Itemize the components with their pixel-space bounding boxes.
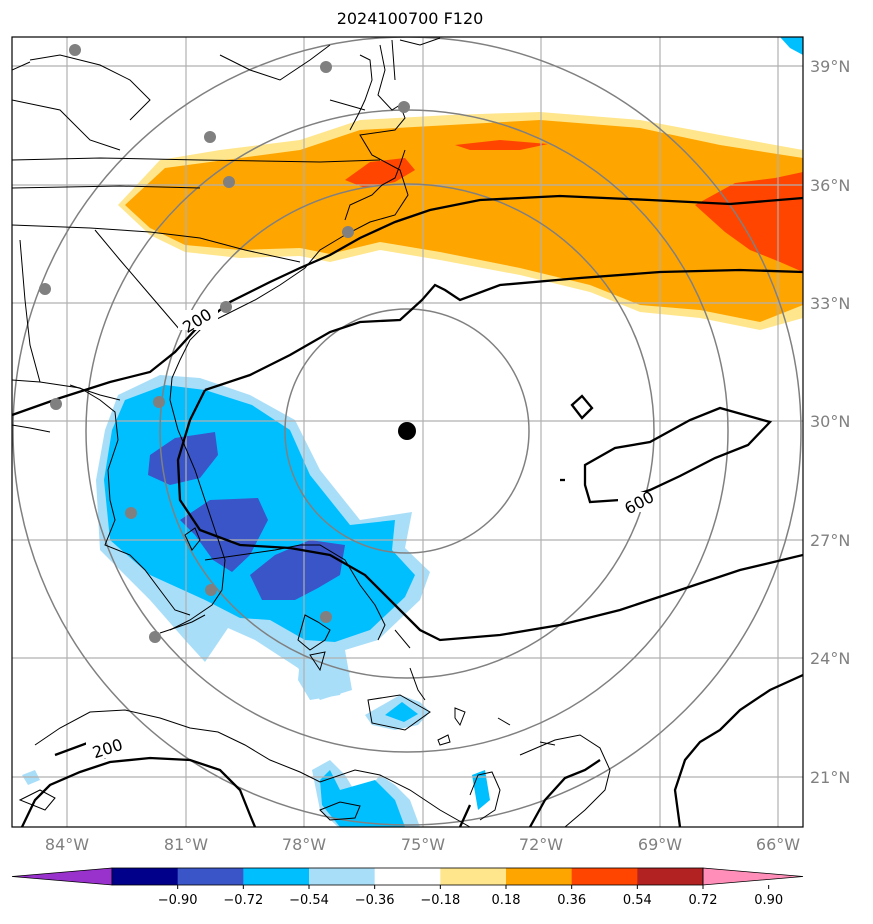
anomaly-red-orange-2 bbox=[455, 140, 548, 150]
colorbar-segment bbox=[309, 868, 376, 885]
colorbar-tick-label: 0.36 bbox=[557, 893, 586, 908]
colorbar-tick-label: 0.72 bbox=[689, 893, 718, 908]
colorbar: −0.90 −0.72 −0.54 −0.36 −0.18 0.18 0.36 0.54 0.7… bbox=[11, 867, 804, 908]
station-dot bbox=[149, 631, 161, 643]
colorbar-tick-label: −0.18 bbox=[420, 893, 460, 908]
colorbar-tick-label: 0.54 bbox=[623, 893, 652, 908]
lat-label: 21°N bbox=[810, 768, 850, 787]
lon-label: 78°W bbox=[282, 835, 326, 854]
station-dot bbox=[223, 176, 235, 188]
station-dot bbox=[398, 101, 410, 113]
anomaly-bahamas-core bbox=[385, 702, 418, 722]
colorbar-tick-labels: −0.90 −0.72 −0.54 −0.36 −0.18 0.18 0.36 0.54 0.7… bbox=[158, 885, 783, 908]
station-dot bbox=[205, 584, 217, 596]
anomaly-deep-blue-2 bbox=[180, 498, 268, 572]
colorbar-segment bbox=[440, 868, 507, 885]
anomaly-corner-patch bbox=[780, 37, 803, 55]
lon-label: 81°W bbox=[164, 835, 208, 854]
lon-label: 75°W bbox=[401, 835, 445, 854]
lat-label: 36°N bbox=[810, 176, 850, 195]
longitude-labels: 84°W 81°W 78°W 75°W 72°W 69°W 66°W bbox=[45, 835, 800, 854]
anomaly-red-orange-1 bbox=[345, 158, 415, 188]
station-dot bbox=[320, 61, 332, 73]
colorbar-segment bbox=[571, 868, 638, 885]
station-dot bbox=[342, 226, 354, 238]
station-dot bbox=[39, 283, 51, 295]
anomaly-deep-blue-3 bbox=[250, 540, 345, 600]
station-markers bbox=[39, 44, 410, 643]
anomaly-florida-key-patch bbox=[298, 655, 350, 700]
map-area: 200 600 200 bbox=[12, 37, 803, 827]
station-dot bbox=[320, 611, 332, 623]
colorbar-segment bbox=[112, 868, 179, 885]
colorbar-tick-label: −0.36 bbox=[355, 893, 395, 908]
lat-label: 24°N bbox=[810, 649, 850, 668]
colorbar-segment bbox=[637, 868, 704, 885]
lat-label: 33°N bbox=[810, 294, 850, 313]
station-dot bbox=[125, 507, 137, 519]
colorbar-segment bbox=[506, 868, 573, 885]
colorbar-tick-label: 0.18 bbox=[492, 893, 521, 908]
colorbar-tick-label: −0.54 bbox=[289, 893, 329, 908]
latitude-labels: 39°N 36°N 33°N 30°N 27°N 24°N 21°N bbox=[810, 57, 850, 787]
colorbar-segment bbox=[177, 868, 244, 885]
station-dot bbox=[69, 44, 81, 56]
lat-label: 30°N bbox=[810, 412, 850, 431]
anomaly-orange bbox=[125, 120, 803, 322]
anomaly-red-orange-3 bbox=[695, 172, 803, 272]
anomaly-cuba-core bbox=[320, 770, 405, 827]
station-dot bbox=[220, 301, 232, 313]
lon-label: 66°W bbox=[756, 835, 800, 854]
colorbar-segments bbox=[11, 867, 804, 886]
storm-center-marker bbox=[398, 422, 416, 440]
station-dot bbox=[50, 398, 62, 410]
lon-label: 69°W bbox=[638, 835, 682, 854]
lon-label: 72°W bbox=[519, 835, 563, 854]
station-dot bbox=[153, 396, 165, 408]
lat-label: 27°N bbox=[810, 531, 850, 550]
colorbar-tick-label: 0.90 bbox=[754, 893, 783, 908]
anomaly-deep-blue-1 bbox=[148, 432, 218, 485]
lon-label: 84°W bbox=[45, 835, 89, 854]
lat-label: 39°N bbox=[810, 57, 850, 76]
station-dot bbox=[204, 131, 216, 143]
colorbar-extend-high bbox=[702, 867, 804, 886]
coastlines bbox=[12, 37, 611, 827]
graticule bbox=[12, 37, 803, 827]
colorbar-segment bbox=[374, 868, 441, 885]
colorbar-extend-low bbox=[11, 867, 113, 886]
colorbar-tick-label: −0.90 bbox=[158, 893, 198, 908]
colorbar-tick-label: −0.72 bbox=[223, 893, 263, 908]
map-title: 2024100700 F120 bbox=[336, 9, 484, 28]
colorbar-segment bbox=[243, 868, 310, 885]
map-frame bbox=[11, 36, 804, 828]
height-contours bbox=[12, 194, 803, 827]
colorbar-outline bbox=[111, 867, 704, 886]
